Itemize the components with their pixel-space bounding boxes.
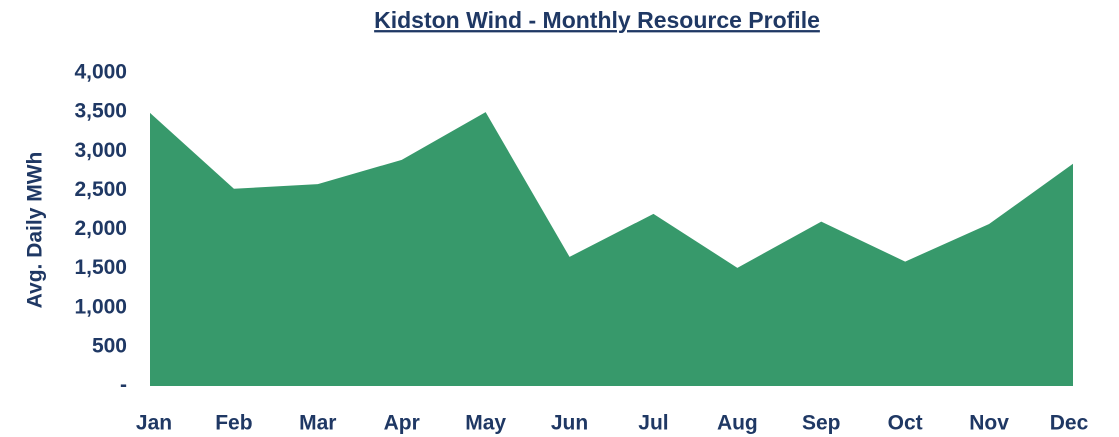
chart-title: Kidston Wind - Monthly Resource Profile xyxy=(374,7,820,33)
y-tick-label: 2,000 xyxy=(74,217,127,240)
y-tick-label: 3,500 xyxy=(74,100,127,123)
y-tick-label: - xyxy=(120,374,127,397)
x-tick-label: Dec xyxy=(1050,412,1089,435)
x-tick-label: Nov xyxy=(969,412,1009,435)
x-tick-label: Sep xyxy=(802,412,841,435)
y-axis-label: Avg. Daily MWh xyxy=(24,152,47,309)
y-tick-label: 3,000 xyxy=(74,139,127,162)
x-tick-label: Aug xyxy=(717,412,758,435)
y-tick-label: 2,500 xyxy=(74,178,127,201)
y-tick-label: 4,000 xyxy=(74,61,127,84)
x-tick-label: Mar xyxy=(299,412,336,435)
x-tick-label: May xyxy=(465,412,506,435)
x-tick-label: Oct xyxy=(888,412,923,435)
y-tick-label: 500 xyxy=(92,334,127,357)
y-tick-label: 1,500 xyxy=(74,256,127,279)
x-tick-label: Jun xyxy=(551,412,588,435)
x-tick-label: Apr xyxy=(384,412,420,435)
x-tick-label: Jul xyxy=(638,412,668,435)
y-tick-label: 1,000 xyxy=(74,295,127,318)
x-tick-label: Jan xyxy=(136,412,172,435)
x-tick-label: Feb xyxy=(215,412,252,435)
area xyxy=(150,112,1073,386)
